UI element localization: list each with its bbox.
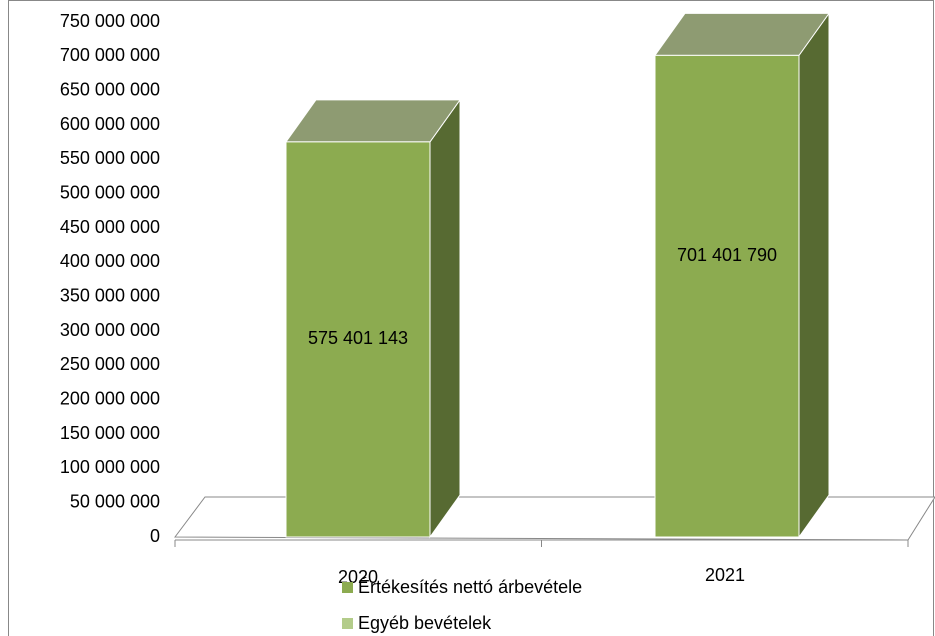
- y-tick-label: 250 000 000: [60, 354, 160, 374]
- legend-swatch: [342, 582, 353, 593]
- bar: [285, 141, 431, 538]
- y-tick-label: 700 000 000: [60, 45, 160, 65]
- bar: [654, 54, 800, 538]
- y-tick-label: 500 000 000: [60, 182, 160, 202]
- legend-label: Egyéb bevételek: [358, 613, 492, 633]
- y-tick-label: 100 000 000: [60, 457, 160, 477]
- data-label: 575 401 143: [308, 328, 408, 348]
- legend-label: Értékesítés nettó árbevétele: [358, 577, 582, 597]
- y-tick-label: 550 000 000: [60, 148, 160, 168]
- bar-side: [798, 11, 830, 539]
- y-tick-label: 650 000 000: [60, 79, 160, 99]
- y-tick-label: 350 000 000: [60, 285, 160, 305]
- y-tick-label: 750 000 000: [60, 11, 160, 31]
- bar-top: [285, 99, 461, 143]
- data-label: 701 401 790: [677, 245, 777, 265]
- y-tick-label: 300 000 000: [60, 320, 160, 340]
- x-tick-label: 2021: [705, 565, 745, 585]
- bar-side: [429, 98, 461, 539]
- x-tick-label: 2020: [338, 567, 378, 587]
- y-tick-label: 0: [150, 526, 160, 546]
- y-tick-label: 600 000 000: [60, 114, 160, 134]
- y-tick-label: 450 000 000: [60, 217, 160, 237]
- bar-top: [654, 12, 830, 56]
- chart-border: [8, 0, 934, 636]
- y-tick-label: 400 000 000: [60, 251, 160, 271]
- y-tick-label: 200 000 000: [60, 388, 160, 408]
- legend-swatch: [342, 618, 353, 629]
- y-tick-label: 150 000 000: [60, 423, 160, 443]
- y-tick-label: 50 000 000: [70, 491, 160, 511]
